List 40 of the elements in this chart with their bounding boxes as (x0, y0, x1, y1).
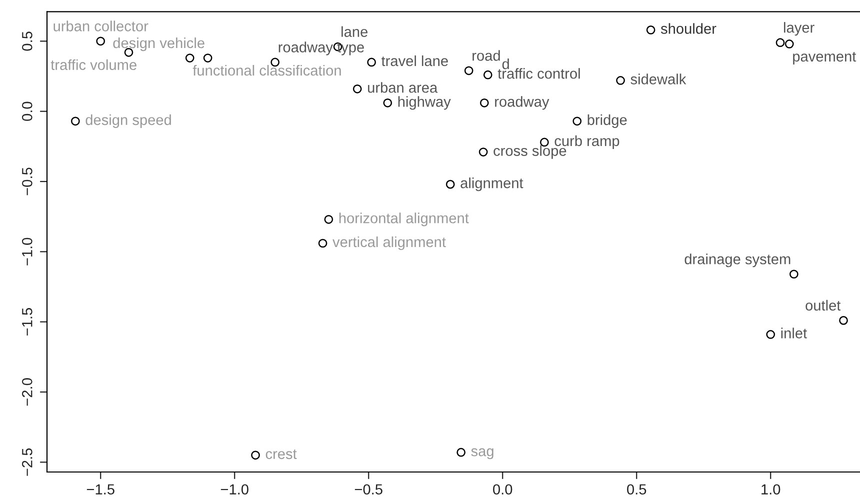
annotation: road (472, 50, 500, 61)
annotation: horizontal alignment (339, 212, 469, 226)
y-tick-label: −1.5 (22, 308, 32, 336)
annotation: design speed (86, 114, 171, 128)
y-tick-label: −1.0 (22, 238, 32, 266)
annotation: outlet (806, 300, 841, 311)
y-tick-label: 0.0 (22, 102, 32, 121)
annotation: highway (398, 96, 451, 110)
annotation: lane (342, 26, 368, 37)
annotation: sag (471, 448, 494, 460)
annotation: layer (784, 22, 814, 36)
annotation: shoulder (660, 23, 716, 34)
annotation: inlet (781, 328, 807, 338)
annotation: urban area (368, 82, 438, 93)
y-tick-label: −0.5 (22, 168, 32, 196)
annotation: roadway (495, 96, 550, 110)
annotation: functional classification (192, 64, 341, 76)
annotation: crest (266, 450, 297, 460)
annotation: d (502, 58, 509, 70)
annotation: pavement (793, 52, 856, 65)
annotation: drainage system (684, 254, 790, 268)
annotation: bridge (588, 114, 627, 128)
annotation: sidewalk (630, 74, 686, 84)
x-tick-label: −1.5 (86, 484, 114, 495)
x-tick-label: −1.0 (220, 484, 248, 495)
y-tick-label: 0.5 (22, 32, 32, 51)
annotation: alignment (460, 178, 524, 192)
annotation: roadway type (278, 42, 364, 56)
annotation: urban collector (54, 20, 148, 32)
y-tick-label: −2.5 (22, 448, 32, 476)
x-tick-label: −0.5 (354, 484, 382, 495)
annotation: travel lane (381, 55, 448, 66)
annotation: traffic control (498, 68, 580, 79)
x-tick-label: 0.5 (627, 484, 646, 495)
annotation: vertical alignment (332, 236, 446, 250)
annotation: traffic volume (50, 59, 136, 70)
x-tick-label: 0.0 (493, 484, 512, 495)
annotation: design vehicle (113, 37, 204, 52)
x-tick-label: 1.0 (762, 484, 780, 495)
y-tick-label: −2.0 (22, 378, 32, 406)
